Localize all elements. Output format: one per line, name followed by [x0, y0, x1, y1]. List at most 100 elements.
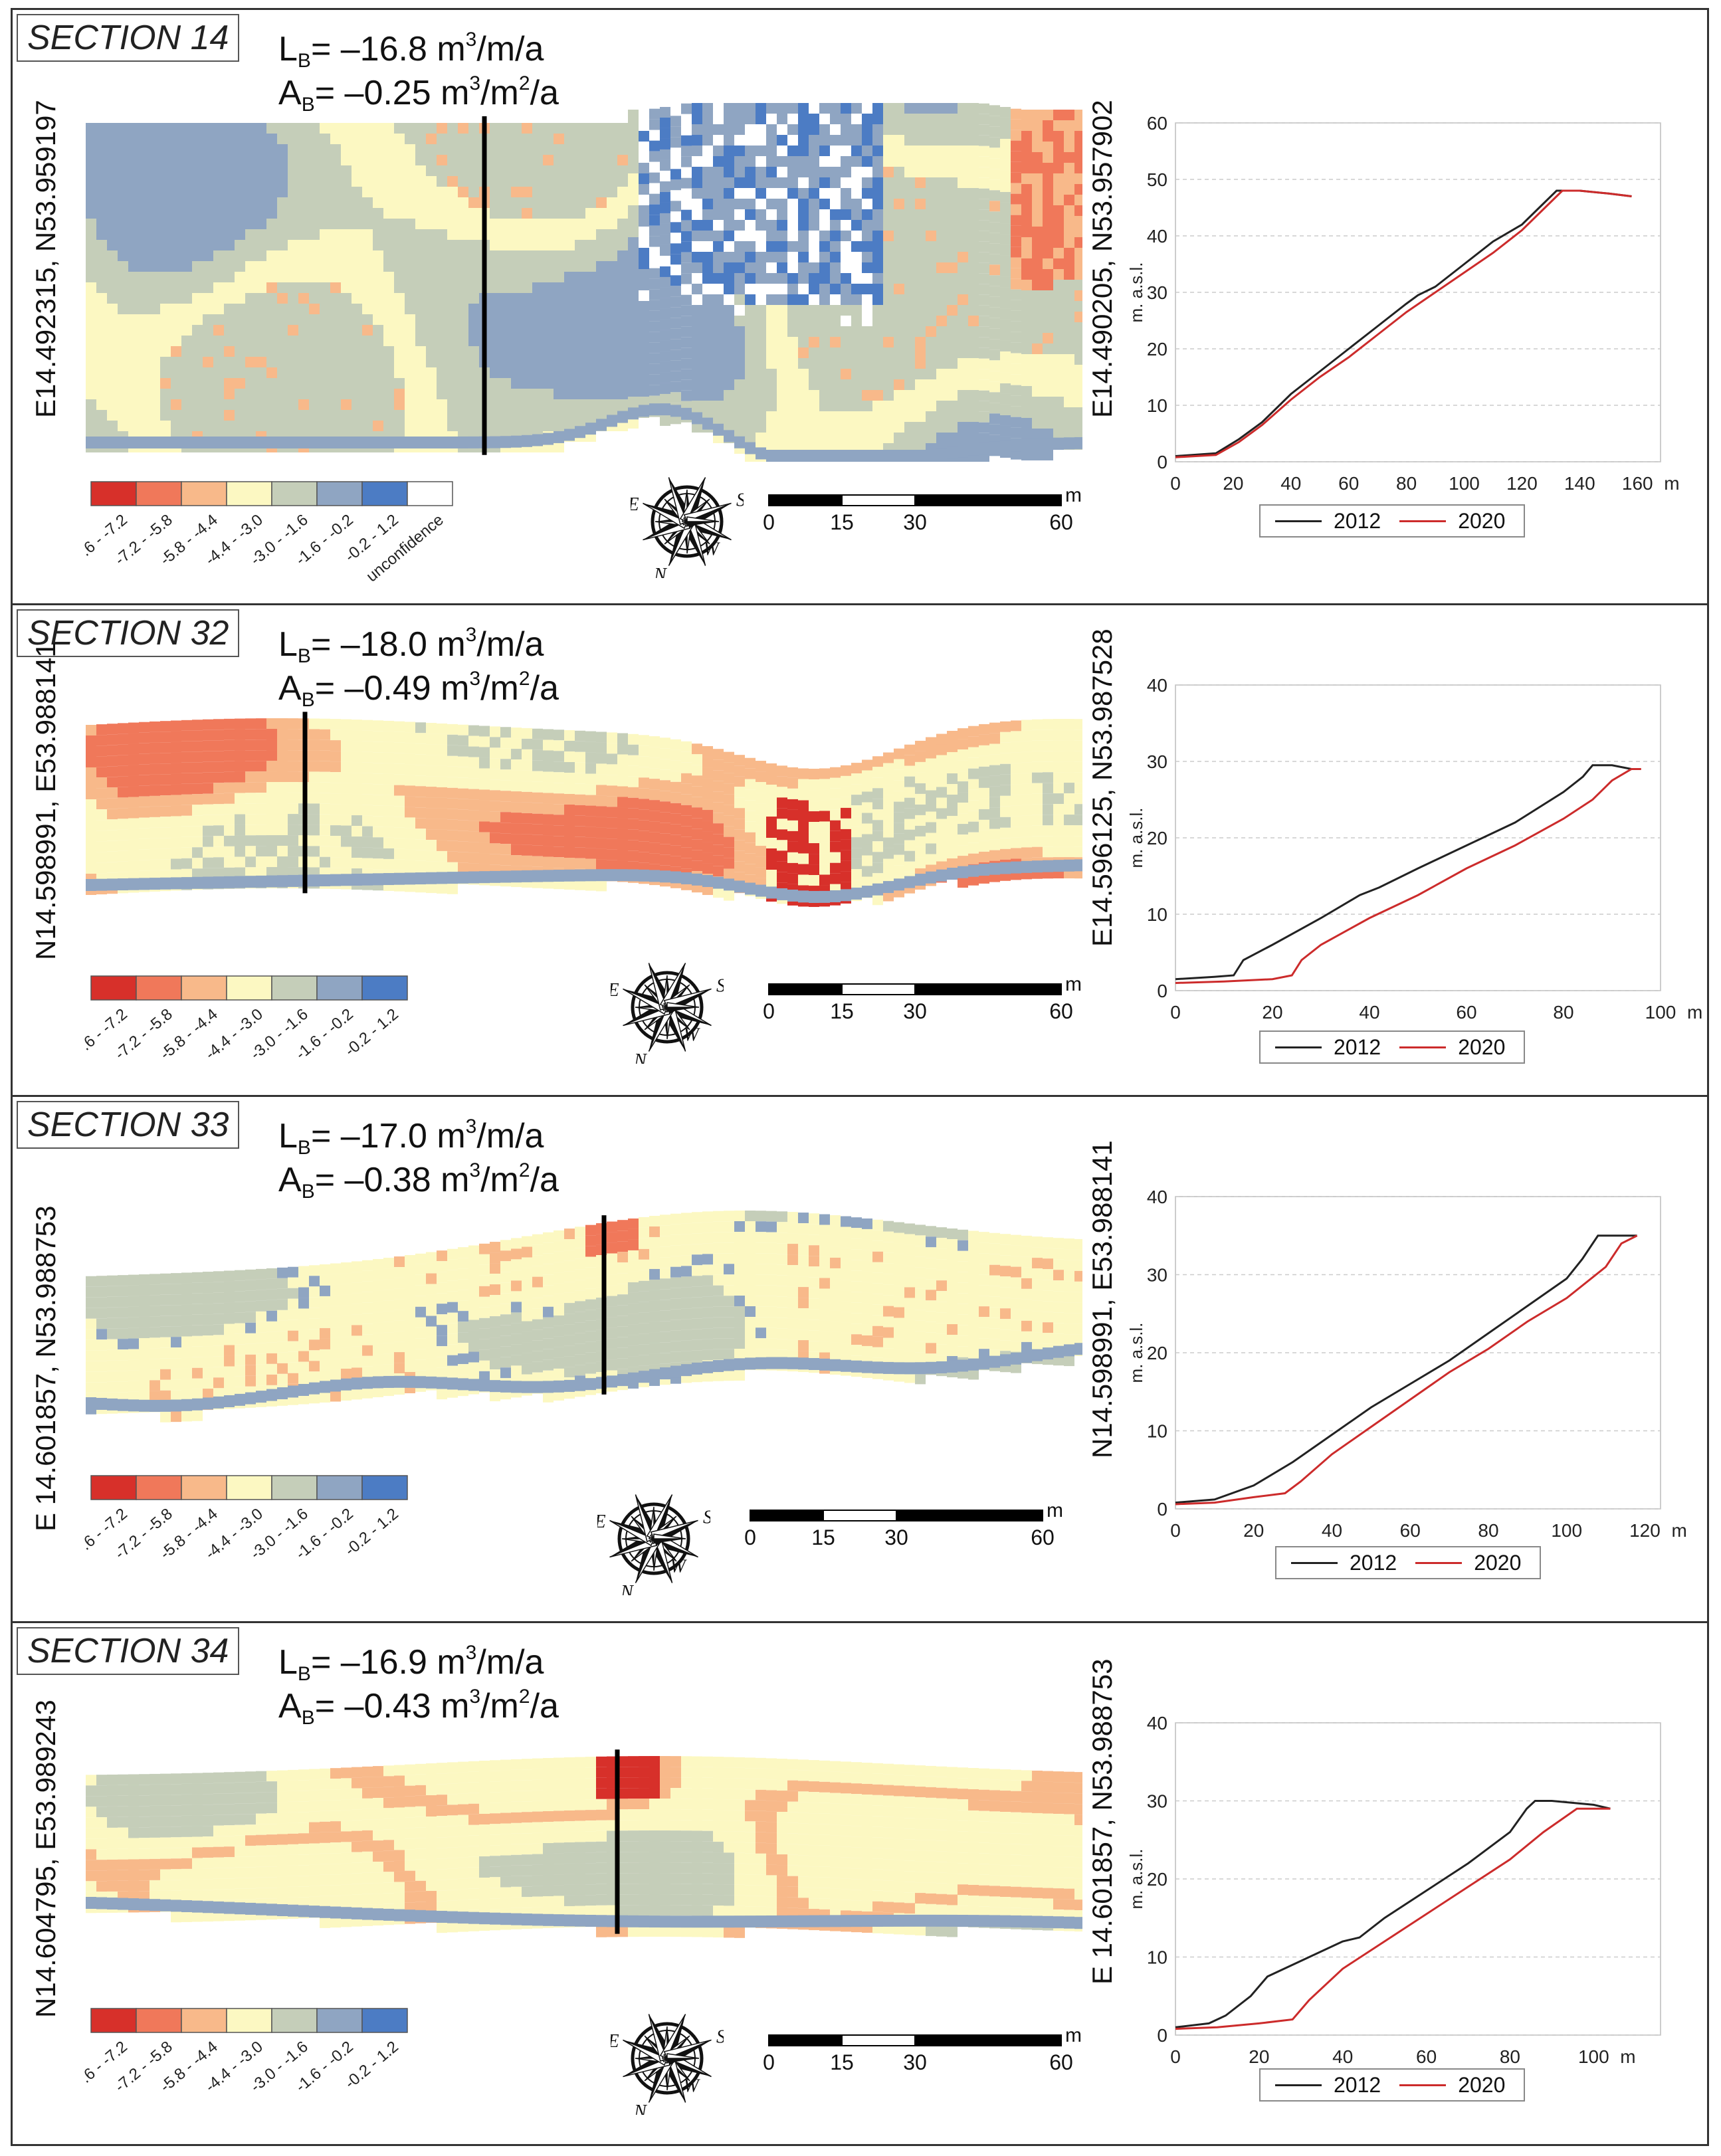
- map-edge-cell: [809, 891, 819, 904]
- map-cell: [522, 282, 532, 293]
- map-cell: [1021, 847, 1032, 858]
- map-cell: [458, 357, 468, 367]
- map-edge-cell: [479, 871, 490, 884]
- map-cell: [309, 272, 320, 282]
- map-cell: [511, 770, 522, 781]
- map-cell: [224, 155, 235, 165]
- map-cell: [266, 389, 277, 399]
- map-cell: [426, 755, 437, 766]
- map-cell: [192, 1357, 203, 1368]
- map-cell: [724, 751, 734, 763]
- map-cell: [511, 250, 522, 261]
- legend-swatch-line: [1399, 1046, 1447, 1048]
- map-cell: [181, 762, 192, 773]
- map-cell: [915, 220, 926, 231]
- map-cell: [245, 846, 256, 857]
- map-cell: [192, 720, 203, 731]
- map-cell: [128, 850, 139, 861]
- map-cell: [522, 399, 532, 410]
- map-cell: [415, 176, 426, 187]
- map-cell: [309, 846, 320, 857]
- map-cell: [915, 188, 926, 199]
- map-cell: [554, 272, 564, 282]
- map-cell: [809, 284, 819, 294]
- map-cell: [1000, 234, 1011, 245]
- map-cell: [936, 829, 947, 840]
- map-cell: [192, 250, 203, 261]
- map-cell: [96, 724, 107, 735]
- map-cell: [904, 379, 915, 390]
- map-cell: [862, 791, 872, 803]
- map-cell: [904, 337, 915, 347]
- map-cell: [171, 763, 181, 774]
- map-cell: [532, 421, 543, 431]
- map-cell: [213, 165, 224, 176]
- map-cell: [734, 369, 745, 379]
- map-cell: [362, 815, 373, 827]
- map-cell: [383, 720, 394, 732]
- map-cell: [415, 860, 426, 872]
- map-cell: [883, 294, 894, 305]
- map-cell: [437, 861, 447, 872]
- map-cell: [989, 275, 1000, 286]
- map-cell: [841, 177, 851, 188]
- map-cell: [1000, 298, 1011, 309]
- map-cell: [426, 176, 437, 187]
- map-cell: [883, 199, 894, 209]
- map-cell: [787, 241, 798, 252]
- map-cell: [1043, 216, 1053, 227]
- map-cell: [437, 787, 447, 798]
- map-cell: [883, 433, 894, 443]
- map-cell: [245, 378, 256, 389]
- map-cell: [373, 155, 383, 165]
- map-cell: [437, 261, 447, 272]
- map-cell: [1021, 269, 1032, 280]
- map-cell: [745, 379, 756, 390]
- map-cell: [862, 433, 872, 443]
- map-cell: [500, 844, 511, 855]
- map-cell: [628, 322, 639, 333]
- map-cell: [989, 807, 1000, 819]
- map-cell: [1032, 290, 1043, 301]
- map-cell: [309, 134, 320, 144]
- map-cell: [256, 378, 266, 389]
- compass-letter: S: [736, 490, 744, 510]
- map-cell: [1074, 365, 1082, 375]
- map-cell: [1064, 751, 1074, 762]
- map-cell: [862, 379, 872, 390]
- compass-point: [663, 988, 712, 1008]
- map-cell: [203, 1325, 213, 1336]
- map-edge-cell: [989, 862, 1000, 875]
- map-cell: [447, 378, 458, 389]
- map-cell: [373, 773, 383, 785]
- map-cell: [468, 123, 479, 134]
- map-edge-cell: [819, 890, 830, 903]
- map-cell: [1064, 301, 1074, 312]
- map-cell: [426, 250, 437, 261]
- map-cell: [352, 773, 362, 784]
- map-cell: [564, 794, 575, 805]
- map-cell: [681, 209, 692, 221]
- map-cell: [639, 227, 649, 237]
- map-cell: [787, 777, 798, 789]
- map-cell: [426, 346, 437, 357]
- map-cell: [1064, 375, 1074, 386]
- map-cell: [490, 747, 500, 759]
- map-cell: [649, 246, 660, 258]
- map-cell: [288, 219, 298, 229]
- map-cell: [841, 135, 851, 146]
- map-cell: [702, 103, 713, 114]
- map-cell: [777, 252, 787, 262]
- map-cell: [819, 811, 830, 822]
- map-cell: [596, 314, 607, 325]
- map-cell: [426, 314, 437, 325]
- map-edge-cell: [224, 1395, 235, 1407]
- map-cell: [926, 316, 936, 326]
- map-cell: [649, 257, 660, 268]
- map-cell: [596, 848, 607, 860]
- map-edge-cell: [1074, 437, 1082, 449]
- map-cell: [383, 197, 394, 208]
- map-cell: [692, 326, 702, 337]
- map-cell: [607, 304, 617, 314]
- map-cell: [235, 282, 245, 293]
